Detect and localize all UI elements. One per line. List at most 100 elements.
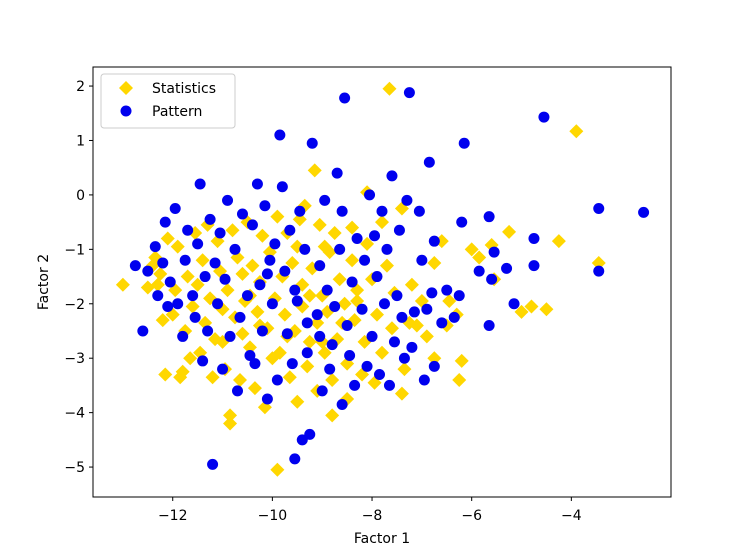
pattern-point (403, 87, 415, 99)
statistics-point (397, 362, 412, 377)
pattern-point (329, 300, 341, 312)
statistics-point (270, 462, 285, 477)
statistics-point (255, 228, 270, 243)
pattern-point (177, 330, 189, 342)
statistics-point (337, 296, 352, 311)
statistics-point (382, 81, 397, 96)
pattern-point (344, 349, 356, 361)
pattern-point (164, 276, 176, 288)
pattern-point (436, 317, 448, 329)
statistics-point (442, 294, 457, 309)
pattern-point (398, 352, 410, 364)
x-tick-label: −4 (561, 508, 582, 524)
statistics-point (223, 408, 238, 423)
statistics-point (427, 255, 442, 270)
statistics-point (539, 302, 554, 317)
legend-marker-pattern (120, 105, 132, 117)
statistics-point (404, 277, 419, 292)
pattern-point (371, 271, 383, 283)
statistics-point (345, 253, 360, 268)
x-axis-label: Factor 1 (354, 531, 410, 547)
statistics-point (242, 340, 257, 355)
pattern-point (528, 232, 540, 244)
pattern-point (393, 224, 405, 236)
statistics-point (160, 231, 175, 246)
legend-label-statistics: Statistics (152, 81, 216, 97)
statistics-point (307, 163, 322, 178)
y-tick-label: 0 (76, 188, 85, 204)
legend-marker-shape (119, 81, 133, 95)
pattern-point (306, 137, 318, 149)
y-tick-label: −4 (64, 406, 85, 422)
statistics-point (327, 226, 342, 241)
statistics-point (247, 381, 262, 396)
pattern-point (413, 205, 425, 217)
statistics-point (183, 351, 198, 366)
pattern-point (421, 303, 433, 315)
pattern-point (214, 227, 226, 239)
statistics-point (195, 253, 210, 268)
pattern-point (246, 219, 258, 231)
statistics-point (205, 370, 220, 385)
statistics-point (325, 372, 340, 387)
pattern-point (276, 181, 288, 193)
pattern-point (286, 358, 298, 370)
y-tick-label: 1 (76, 133, 85, 149)
pattern-point (426, 287, 438, 299)
pattern-point (453, 290, 465, 302)
x-tick-label: −6 (461, 508, 482, 524)
pattern-point (361, 360, 373, 372)
y-tick-label: 2 (76, 79, 85, 95)
pattern-point (428, 235, 440, 247)
pattern-point (256, 325, 268, 337)
pattern-point (416, 254, 428, 266)
pattern-point (249, 358, 261, 370)
pattern-point (346, 276, 358, 288)
pattern-point (232, 385, 243, 397)
statistics-point (223, 416, 238, 431)
pattern-point (229, 243, 241, 255)
pattern-point (356, 303, 368, 315)
statistics-point (173, 370, 188, 385)
y-axis-label: Factor 2 (36, 254, 52, 310)
pattern-point (236, 208, 248, 220)
y-tick-label: −5 (64, 460, 85, 476)
pattern-point (401, 194, 413, 206)
pattern-point (473, 265, 485, 277)
pattern-point (172, 298, 184, 310)
pattern-point (199, 271, 211, 283)
statistics-point (232, 372, 247, 387)
statistics-point (384, 321, 399, 336)
pattern-point (538, 111, 550, 123)
pattern-point (169, 203, 181, 215)
pattern-point (359, 254, 371, 266)
pattern-point (189, 311, 201, 323)
pattern-point (197, 355, 209, 367)
pattern-point (299, 243, 311, 255)
pattern-point (483, 211, 495, 223)
statistics-point (180, 269, 195, 284)
pattern-point (212, 298, 224, 310)
statistics-point (569, 124, 584, 139)
pattern-point (406, 341, 418, 353)
pattern-point (381, 243, 393, 255)
pattern-point (339, 92, 351, 104)
pattern-point (593, 203, 605, 215)
statistics-point (472, 250, 487, 265)
pattern-point (314, 260, 326, 272)
pattern-point (284, 224, 296, 236)
statistics-point (155, 313, 170, 328)
statistics-point (185, 299, 200, 314)
legend-label-pattern: Pattern (152, 104, 202, 120)
statistics-point (454, 353, 469, 368)
statistics-point (150, 277, 165, 292)
pattern-point (192, 238, 204, 250)
legend-marker-shape (120, 105, 132, 117)
pattern-point (266, 298, 278, 310)
pattern-point (311, 309, 323, 321)
pattern-point (528, 260, 540, 272)
pattern-point (336, 205, 348, 217)
pattern-point (157, 257, 169, 269)
statistics-point (282, 370, 297, 385)
